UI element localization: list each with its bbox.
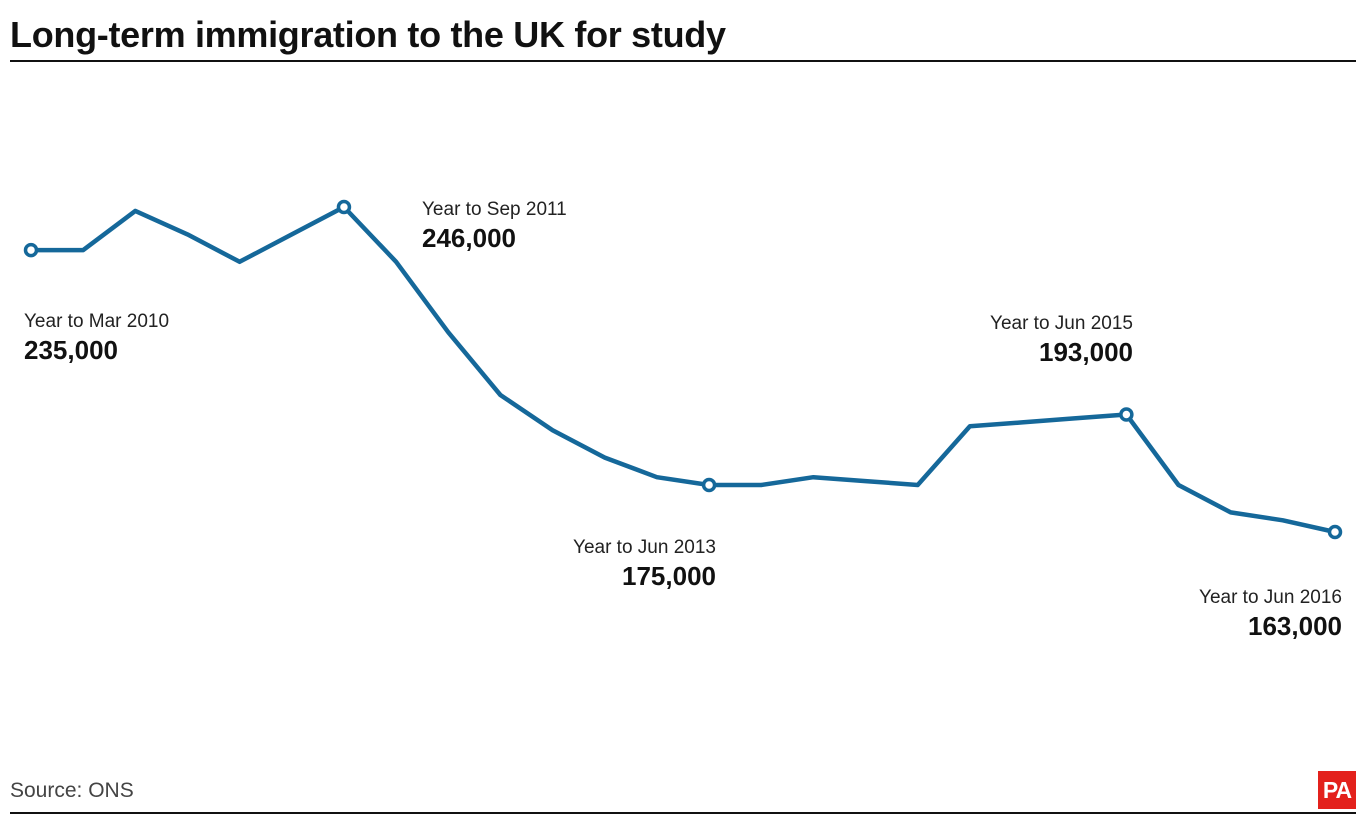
annotation-3-date: Year to Jun 2015 <box>990 313 1133 334</box>
annotation-4-value: 163,000 <box>1248 611 1342 641</box>
annotation-4-date: Year to Jun 2016 <box>1199 587 1342 608</box>
point-marker-3 <box>1119 407 1134 422</box>
annotation-1-date: Year to Sep 2011 <box>422 199 567 220</box>
annotation-0-date: Year to Mar 2010 <box>24 311 169 332</box>
annotation-2-value: 175,000 <box>622 561 716 591</box>
title-divider <box>10 60 1356 62</box>
annotation-3-value: 193,000 <box>1039 337 1133 367</box>
annotation-1-value: 246,000 <box>422 223 516 253</box>
footer-divider <box>10 812 1356 814</box>
point-marker-4 <box>1327 524 1343 540</box>
point-marker-1 <box>336 199 352 215</box>
series-line <box>28 204 1338 535</box>
annotation-labels: Year to Mar 2010 235,000 Year to Sep 201… <box>24 199 1342 641</box>
line-chart: Year to Mar 2010 235,000 Year to Sep 201… <box>23 199 1343 641</box>
pa-logo: PA <box>1318 771 1356 809</box>
chart-title: Long-term immigration to the UK for stud… <box>10 14 726 55</box>
point-marker-2 <box>701 477 717 493</box>
source-note: Source: ONS <box>10 779 134 802</box>
annotation-0-value: 235,000 <box>24 335 118 365</box>
annotation-2-date: Year to Jun 2013 <box>573 537 716 558</box>
highlight-markers <box>23 199 1343 540</box>
point-marker-0 <box>23 242 39 258</box>
